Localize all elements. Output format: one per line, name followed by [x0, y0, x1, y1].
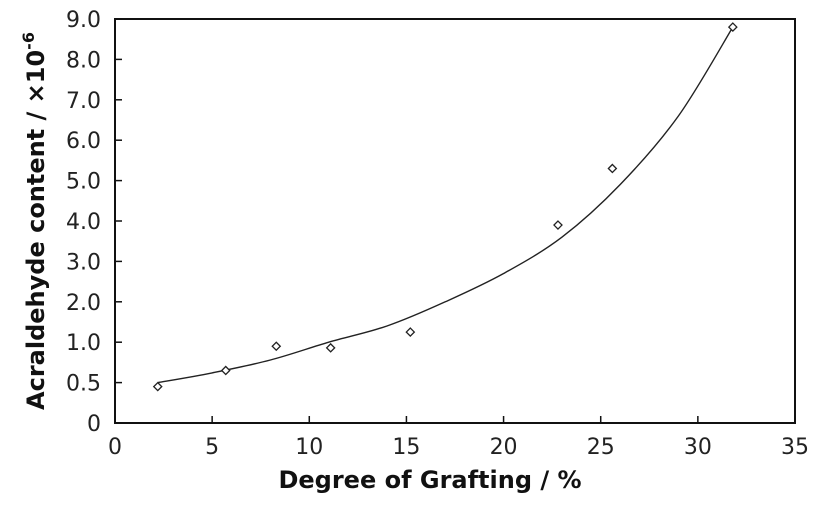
y-tick-label: 0	[87, 412, 101, 437]
data-point	[271, 341, 282, 352]
y-axis-title-main: Acraldehyde content / ×10	[22, 50, 50, 410]
y-tick-label: 5.0	[66, 170, 101, 195]
y-tick-label: 2.0	[66, 291, 101, 316]
x-tick-label: 0	[108, 435, 122, 460]
data-point	[325, 342, 336, 353]
data-point	[220, 365, 231, 376]
data-point	[553, 220, 563, 230]
data-point	[405, 327, 416, 338]
x-tick-label: 25	[587, 435, 615, 460]
y-tick-label: 7.0	[66, 89, 101, 114]
x-tick-label: 5	[205, 435, 219, 460]
data-points	[152, 22, 738, 392]
x-tick-label: 35	[781, 435, 809, 460]
y-tick-label: 0.5	[66, 372, 101, 397]
y-tick-label: 4.0	[66, 210, 101, 235]
x-axis: 0 5 10 15 20 25 30 35	[108, 416, 809, 460]
plot-frame	[114, 18, 796, 424]
y-tick-label: 8.0	[66, 48, 101, 73]
data-point	[727, 22, 738, 32]
y-tick-label: 6.0	[66, 129, 101, 154]
y-tick-label: 1.0	[66, 331, 101, 356]
y-axis-title: Acraldehyde content / ×10-6	[19, 32, 50, 410]
y-axis: 0 0.5 1.0 2.0 3.0 4.0 5.0 6.0 7.0 8.0 9.0	[66, 8, 122, 437]
x-tick-label: 20	[490, 435, 518, 460]
x-tick-label: 15	[392, 435, 420, 460]
x-tick-label: 30	[684, 435, 712, 460]
x-axis-title: Degree of Grafting / %	[278, 466, 581, 494]
y-axis-title-exponent: -6	[19, 32, 38, 50]
y-tick-label: 9.0	[66, 8, 101, 33]
data-point	[152, 381, 163, 392]
fit-curve	[157, 26, 734, 384]
data-point	[607, 163, 618, 174]
y-tick-label: 3.0	[66, 250, 101, 275]
x-tick-label: 10	[295, 435, 323, 460]
